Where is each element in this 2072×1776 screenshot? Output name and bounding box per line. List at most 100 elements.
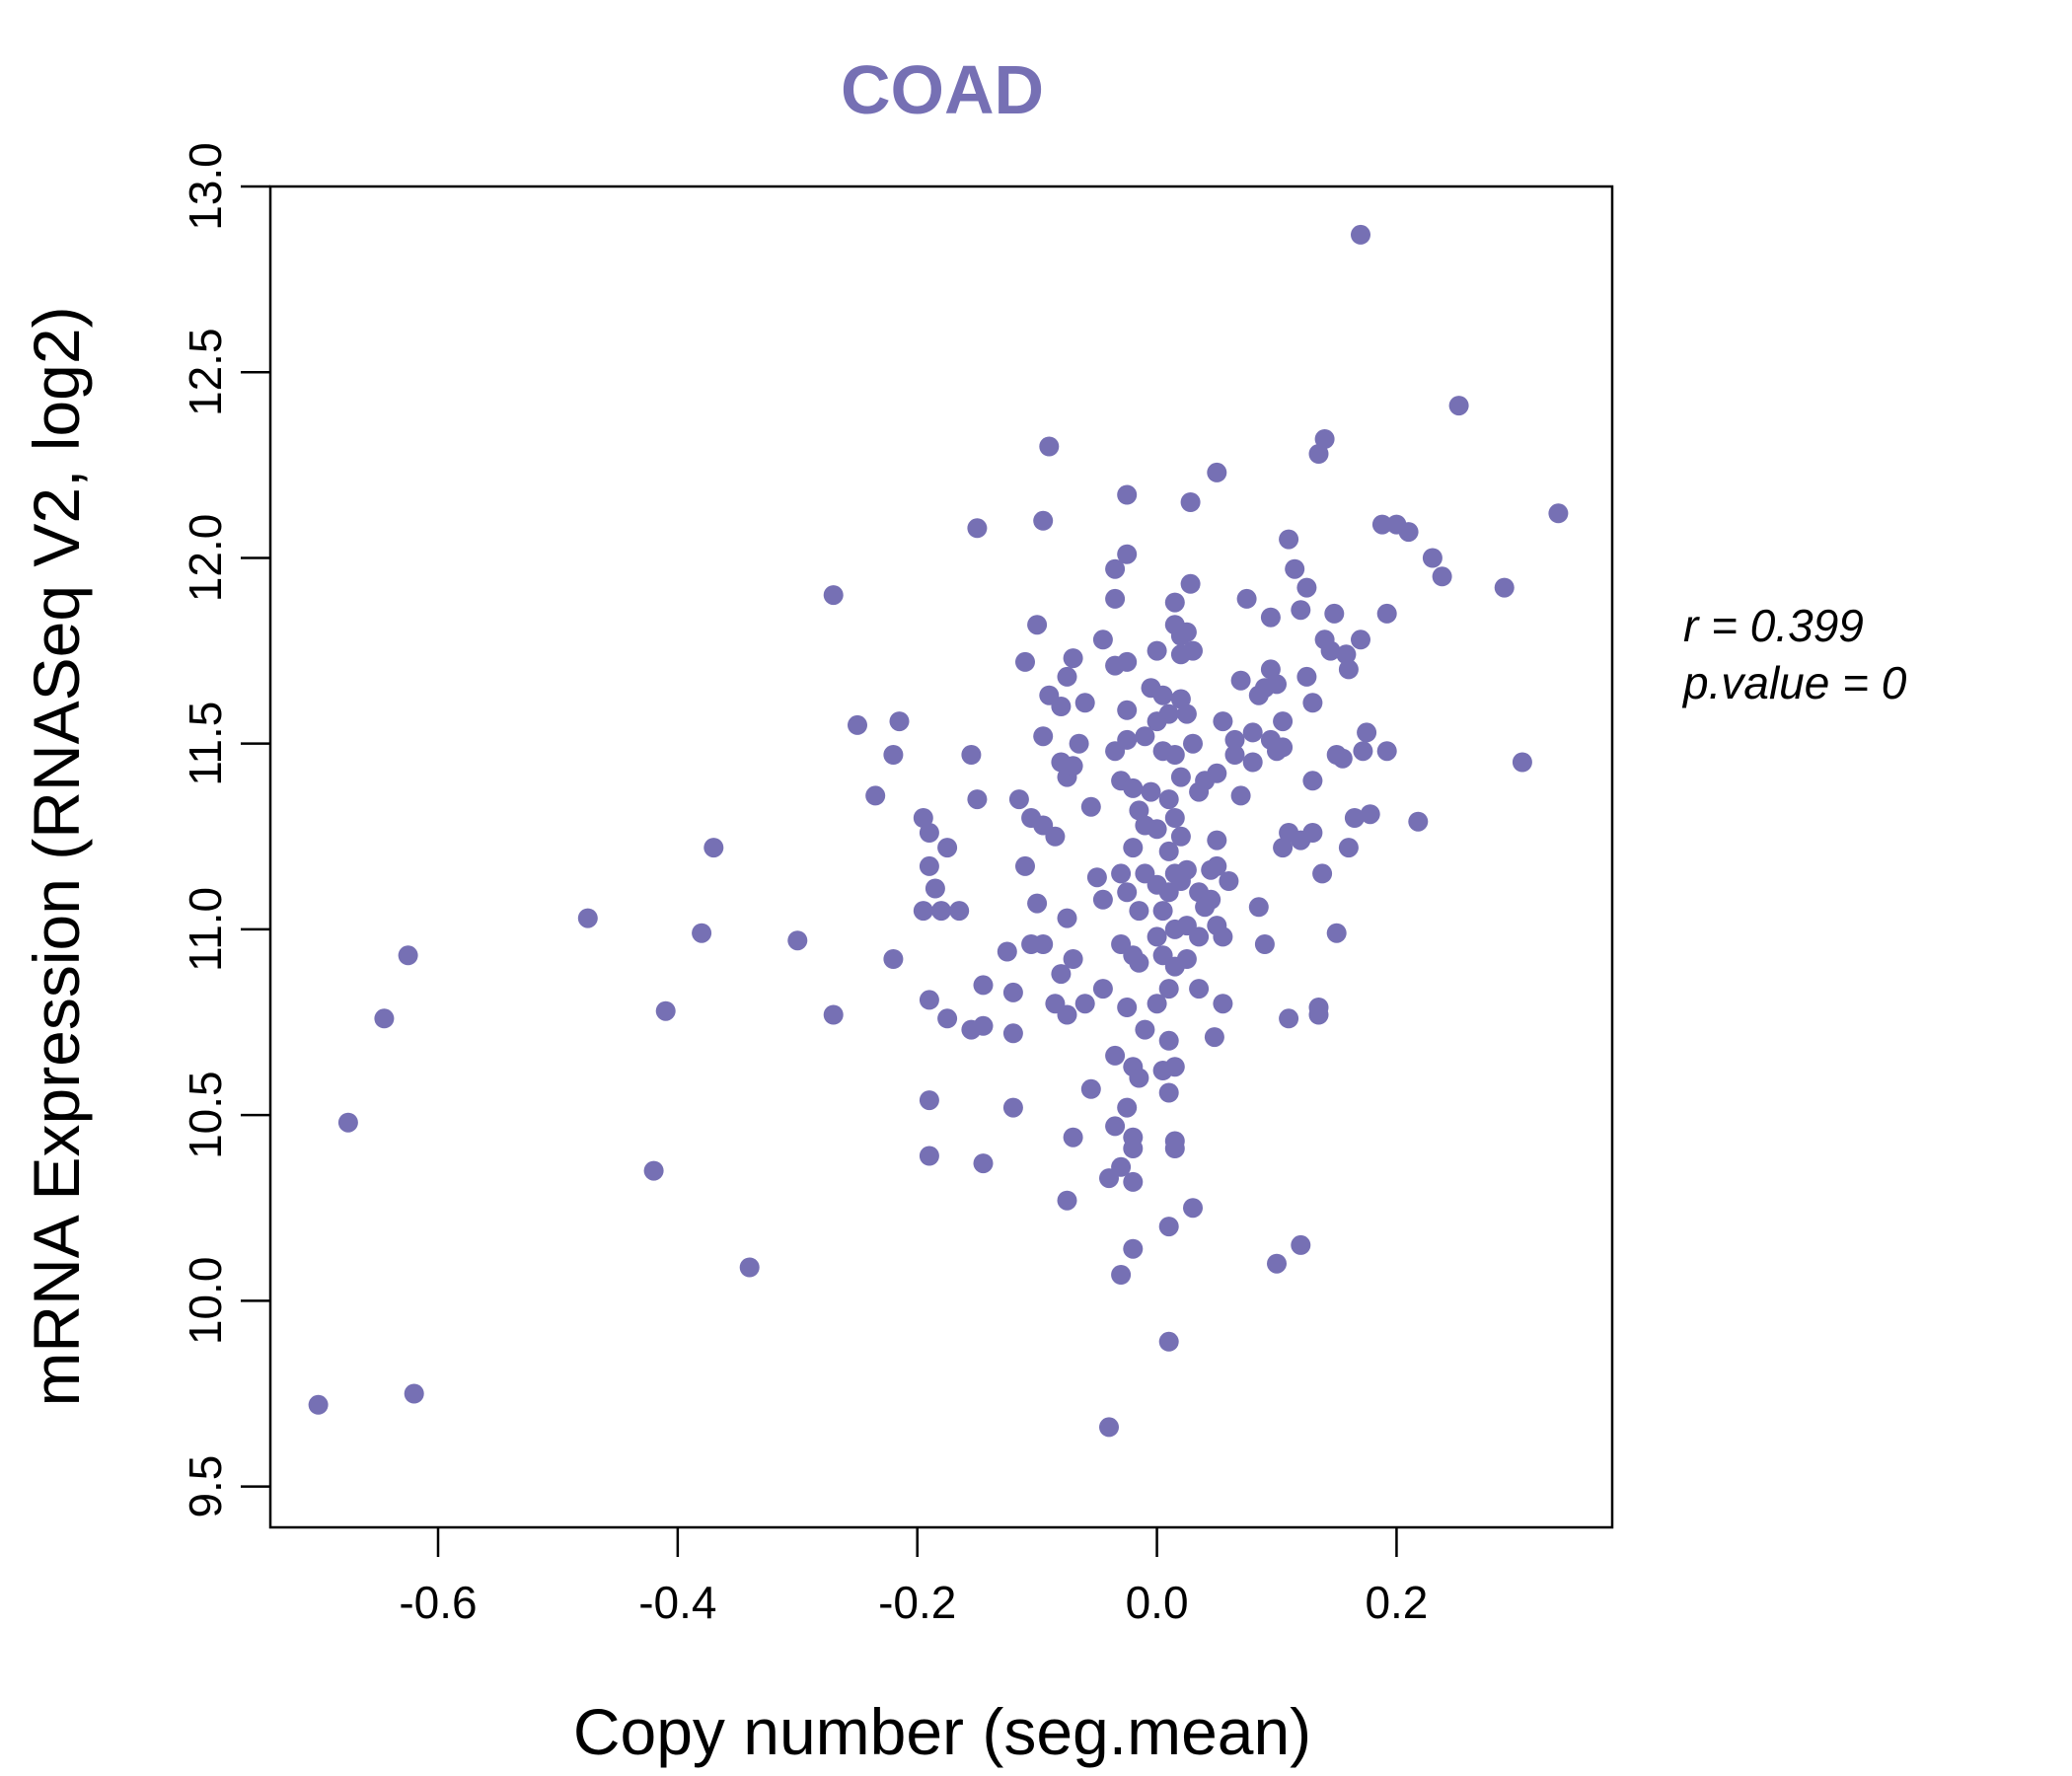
scatter-point <box>1267 1253 1287 1274</box>
scatter-point <box>1242 722 1263 743</box>
scatter-point <box>1398 522 1419 543</box>
scatter-point <box>973 975 994 996</box>
scatter-point <box>1344 808 1365 828</box>
scatter-point <box>1260 607 1281 628</box>
scatter-point <box>1164 592 1185 613</box>
scatter-point <box>919 855 939 876</box>
scatter-point <box>848 714 867 735</box>
scatter-point <box>1105 558 1126 579</box>
scatter-point <box>1111 863 1132 884</box>
scatter-point <box>919 1146 939 1166</box>
scatter-point <box>1158 1030 1179 1051</box>
scatter-point <box>1158 703 1179 724</box>
scatter-point <box>1183 640 1203 661</box>
scatter-point <box>1117 544 1138 564</box>
scatter-point <box>655 1000 676 1021</box>
scatter-point <box>1183 733 1203 754</box>
scatter-point <box>961 745 982 765</box>
scatter-point <box>949 901 970 922</box>
x-tick-label: 0.0 <box>1126 1577 1189 1628</box>
scatter-point <box>1170 826 1191 847</box>
chart-title: COAD <box>841 51 1044 128</box>
scatter-point <box>1296 577 1317 598</box>
scatter-point <box>1092 889 1113 910</box>
scatter-point <box>967 789 988 810</box>
scatter-point <box>1057 1004 1077 1025</box>
scatter-point <box>1002 1023 1023 1044</box>
scatter-point <box>883 745 904 765</box>
scatter-point <box>997 941 1017 962</box>
scatter-point <box>1207 462 1227 482</box>
scatter-point <box>643 1160 664 1181</box>
scatter-point <box>1408 811 1429 832</box>
scatter-point <box>1063 756 1083 777</box>
scatter-point <box>1158 1331 1179 1352</box>
x-axis-label: Copy number (seg.mean) <box>573 1695 1311 1768</box>
scatter-point <box>1008 789 1029 810</box>
scatter-point <box>1207 855 1227 876</box>
points-layer <box>308 224 1569 1438</box>
scatter-point <box>1057 908 1077 928</box>
y-tick-label: 10.0 <box>180 1257 231 1346</box>
scatter-point <box>973 1015 994 1036</box>
scatter-point <box>1117 729 1138 750</box>
scatter-point <box>1279 1008 1299 1029</box>
scatter-point <box>1176 703 1197 724</box>
scatter-point <box>1332 748 1353 769</box>
scatter-point <box>1180 492 1201 512</box>
scatter-point <box>1285 558 1305 579</box>
scatter-point <box>1074 693 1095 713</box>
scatter-point <box>1176 859 1197 880</box>
scatter-point <box>931 901 951 922</box>
scatter-point <box>1123 1171 1144 1192</box>
scatter-point <box>1207 830 1227 851</box>
scatter-point <box>1324 603 1345 624</box>
scatter-point <box>1183 1198 1203 1219</box>
scatter-point <box>1027 893 1048 914</box>
scatter-point <box>1158 841 1179 861</box>
scatter-point <box>1314 429 1335 449</box>
scatter-point <box>1123 838 1144 858</box>
scatter-point <box>1152 685 1173 705</box>
scatter-point <box>1074 994 1095 1014</box>
scatter-point <box>1189 979 1210 999</box>
scatter-point <box>919 990 939 1010</box>
scatter-point <box>1351 629 1370 650</box>
x-tick-label: -0.4 <box>638 1577 716 1628</box>
scatter-point <box>1141 781 1161 802</box>
scatter-point <box>1158 789 1179 810</box>
scatter-point <box>1117 1097 1138 1118</box>
scatter-point <box>1057 1190 1077 1211</box>
scatter-point <box>1063 949 1083 969</box>
scatter-point <box>1002 982 1023 1002</box>
scatter-point <box>1164 745 1185 765</box>
scatter-point <box>1230 670 1251 691</box>
scatter-point <box>1015 651 1035 672</box>
scatter-point <box>1164 1139 1185 1158</box>
scatter-point <box>1051 964 1072 985</box>
scatter-point <box>1158 1082 1179 1103</box>
scatter-point <box>1242 752 1263 773</box>
scatter-point <box>1512 752 1532 773</box>
scatter-point <box>1353 741 1373 762</box>
scatter-point <box>937 1008 958 1029</box>
scatter-point <box>1176 622 1197 642</box>
scatter-point <box>1189 926 1210 947</box>
scatter-point <box>1135 1019 1155 1040</box>
scatter-point <box>1213 711 1233 732</box>
scatter-point <box>1164 1057 1185 1077</box>
correlation-r-label: r = 0.399 <box>1683 600 1864 651</box>
scatter-point <box>577 908 598 928</box>
scatter-point <box>337 1112 358 1133</box>
scatter-point <box>1422 548 1443 568</box>
scatter-point <box>1273 737 1294 758</box>
scatter-point <box>1432 566 1452 587</box>
scatter-point <box>967 518 988 539</box>
scatter-point <box>1273 838 1294 858</box>
scatter-point <box>823 1004 844 1025</box>
y-tick-label: 13.0 <box>180 142 231 231</box>
scatter-point <box>1147 994 1167 1014</box>
scatter-point <box>1291 1234 1311 1255</box>
scatter-point <box>1308 1004 1329 1025</box>
